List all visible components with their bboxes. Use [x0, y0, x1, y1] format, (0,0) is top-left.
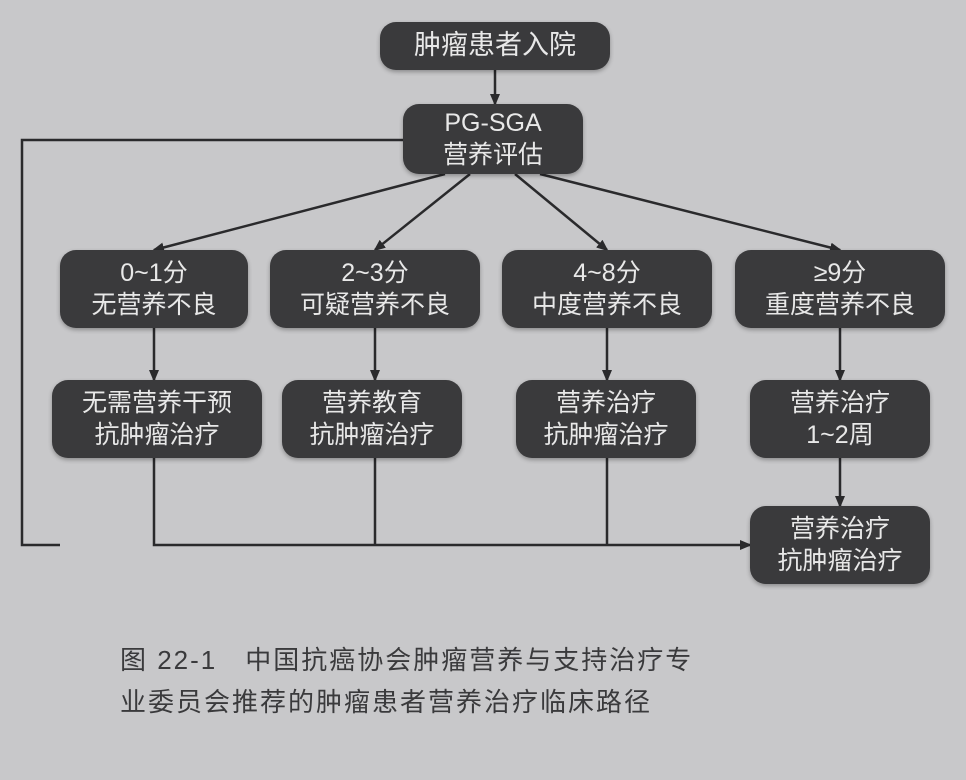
node-education: 营养教育 抗肿瘤治疗: [282, 380, 462, 458]
node-text: ≥9分: [814, 257, 867, 290]
caption-line2: 业委员会推荐的肿瘤患者营养治疗临床路径: [120, 682, 880, 724]
node-text: 抗肿瘤治疗: [94, 419, 219, 452]
node-text: 4~8分: [573, 257, 640, 290]
node-text: 无需营养干预: [82, 387, 232, 420]
node-treatment-1-2w: 营养治疗 1~2周: [750, 380, 930, 458]
caption-line1: 图 22-1 中国抗癌协会肿瘤营养与支持治疗专: [120, 640, 880, 682]
node-text: 肿瘤患者入院: [414, 28, 576, 63]
node-text: 营养治疗: [790, 513, 890, 546]
node-score-9plus: ≥9分 重度营养不良: [735, 250, 945, 328]
node-text: PG-SGA: [444, 107, 541, 140]
node-text: 营养评估: [443, 139, 543, 172]
node-text: 无营养不良: [91, 289, 216, 322]
node-text: 营养治疗: [790, 387, 890, 420]
figure-caption: 图 22-1 中国抗癌协会肿瘤营养与支持治疗专 业委员会推荐的肿瘤患者营养治疗临…: [120, 640, 880, 723]
node-text: 重度营养不良: [765, 289, 915, 322]
node-score-4-8: 4~8分 中度营养不良: [502, 250, 712, 328]
node-text: 2~3分: [341, 257, 408, 290]
node-treatment-final: 营养治疗 抗肿瘤治疗: [750, 506, 930, 584]
node-text: 抗肿瘤治疗: [543, 419, 668, 452]
node-text: 营养治疗: [556, 387, 656, 420]
node-text: 可疑营养不良: [300, 289, 450, 322]
node-text: 抗肿瘤治疗: [777, 545, 902, 578]
node-pgsga: PG-SGA 营养评估: [403, 104, 583, 174]
node-text: 0~1分: [120, 257, 187, 290]
node-admission: 肿瘤患者入院: [380, 22, 610, 70]
node-no-intervention: 无需营养干预 抗肿瘤治疗: [52, 380, 262, 458]
node-score-2-3: 2~3分 可疑营养不良: [270, 250, 480, 328]
node-text: 营养教育: [322, 387, 422, 420]
node-score-0-1: 0~1分 无营养不良: [60, 250, 248, 328]
node-treatment-moderate: 营养治疗 抗肿瘤治疗: [516, 380, 696, 458]
node-text: 1~2周: [806, 419, 873, 452]
node-text: 中度营养不良: [532, 289, 682, 322]
node-text: 抗肿瘤治疗: [309, 419, 434, 452]
